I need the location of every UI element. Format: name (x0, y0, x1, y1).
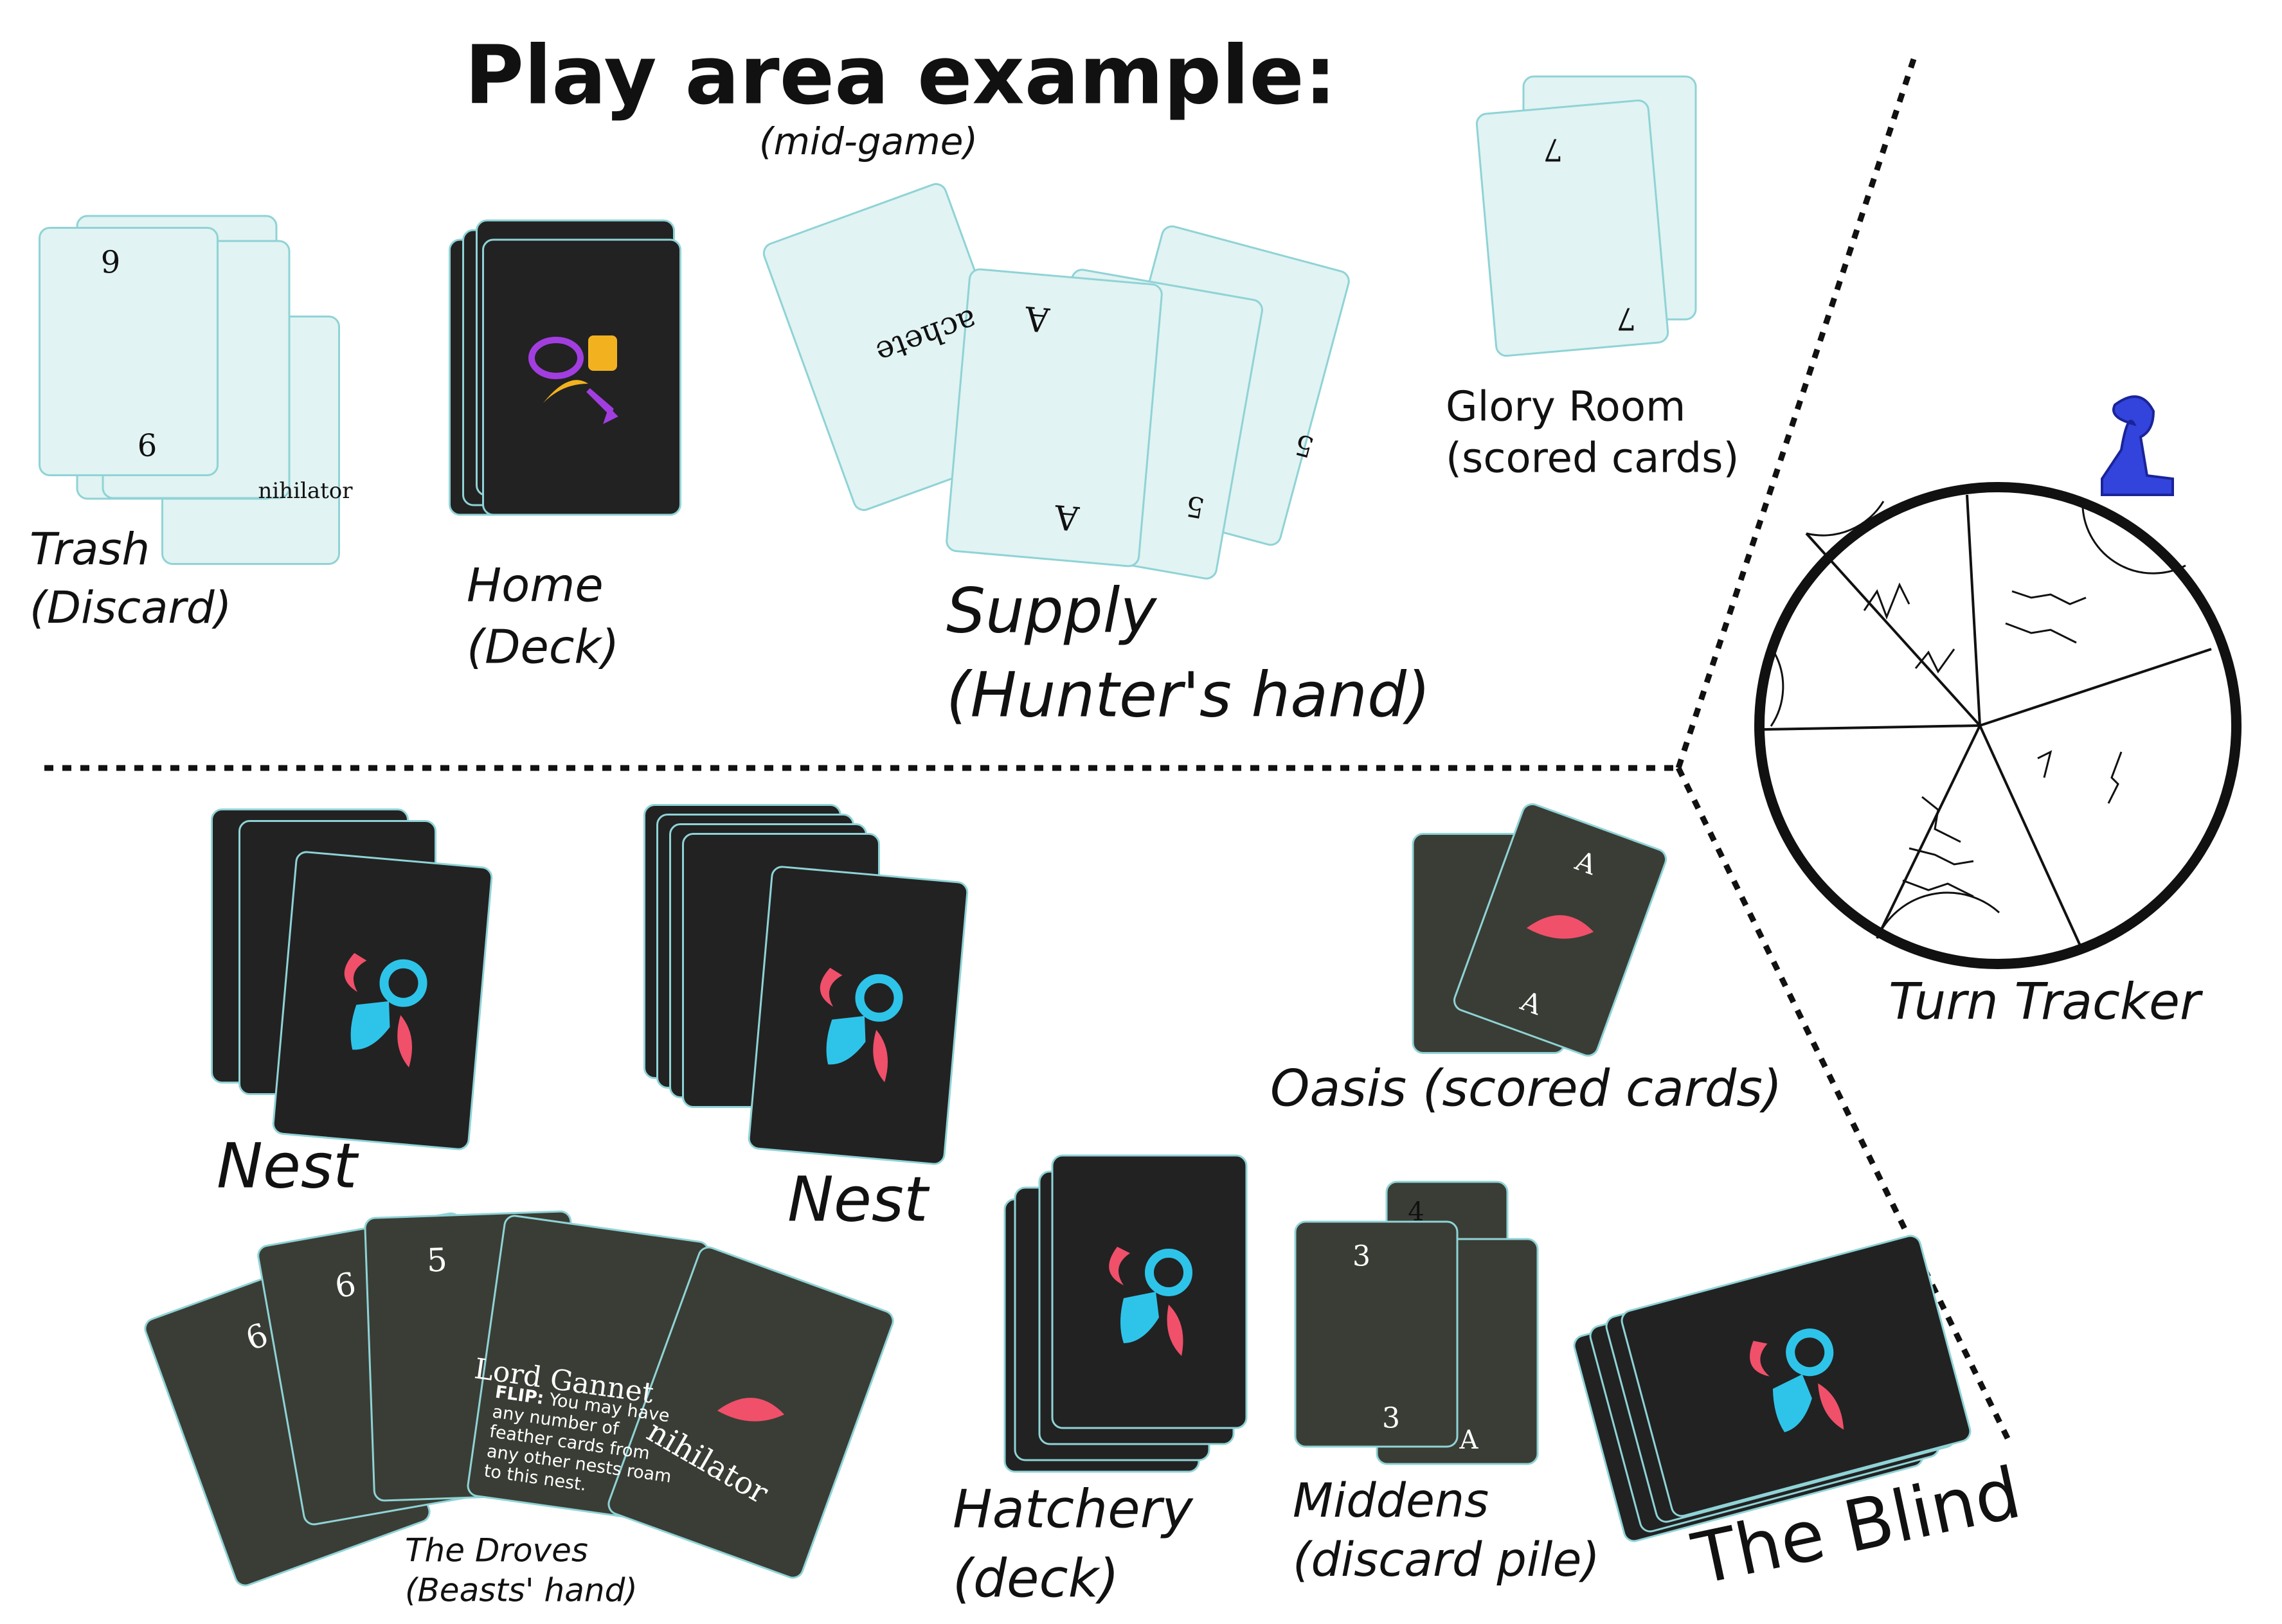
card (1621, 1235, 1972, 1517)
card-text: 9 (101, 245, 121, 281)
tracker-spoke (1805, 532, 1981, 727)
card-face (1621, 1235, 1972, 1517)
card-face (272, 851, 493, 1150)
card-text: 3 (1352, 1240, 1370, 1273)
card (39, 227, 219, 476)
tracker-scribble (1863, 582, 1955, 674)
zone-label: (Deck) (467, 620, 619, 674)
icon (586, 388, 618, 424)
zone-label: Glory Room (1446, 384, 1685, 431)
card-face (748, 866, 969, 1165)
card (1051, 1154, 1248, 1429)
card-text: 5 (426, 1241, 448, 1279)
zone-label: Supply (946, 575, 1157, 647)
tracker-scribble (1902, 796, 1974, 898)
icon (397, 1015, 412, 1067)
zone-label: (Beasts' hand) (405, 1572, 638, 1609)
zone-label: (Discard) (30, 582, 231, 634)
card-text: A (1052, 497, 1081, 537)
icon (1818, 1383, 1844, 1430)
zone-label: (Hunter's hand) (946, 659, 1430, 731)
tracker-arc (1876, 891, 2000, 939)
zone-label: (discard pile) (1293, 1533, 1600, 1587)
icon (528, 337, 584, 379)
card (607, 1246, 894, 1579)
pawn (2101, 395, 2174, 496)
icon (543, 380, 588, 403)
tracker-spoke (1979, 725, 2084, 952)
subtitle: (mid-game) (759, 120, 978, 163)
cards (39, 75, 1972, 1587)
zone-label: Oasis (scored cards) (1270, 1060, 1782, 1118)
tracker-scribble (2037, 750, 2123, 804)
card-face (946, 268, 1163, 567)
icon (717, 1398, 785, 1422)
card-text: 9 (138, 426, 157, 462)
icon (1526, 915, 1594, 939)
icon (1120, 1292, 1159, 1343)
icon (344, 952, 367, 992)
tracker-spoke (1979, 648, 2212, 727)
title: Play area example: (465, 28, 1336, 123)
icon (1145, 1249, 1192, 1296)
icon (855, 974, 903, 1022)
zone-label: The Droves (405, 1532, 588, 1569)
tracker-ring (1754, 482, 2242, 969)
zone-label: Turn Tracker (1889, 973, 2204, 1031)
card-face (1051, 1154, 1248, 1429)
zone-label: Hatchery (953, 1479, 1194, 1540)
tracker-spoke (1966, 494, 1981, 726)
tracker-scribble (2005, 590, 2087, 644)
card-text: A (1459, 1425, 1479, 1455)
icon (1786, 1328, 1834, 1377)
icon (820, 967, 843, 1007)
card (272, 851, 493, 1150)
card-face (39, 227, 219, 476)
icon (1750, 1341, 1770, 1377)
card-text: 4 (1408, 1197, 1424, 1227)
card-text: 7 (1543, 132, 1563, 168)
card-face (482, 238, 681, 516)
tracker-arc (1806, 501, 1885, 537)
zone-label: (scored cards) (1446, 435, 1739, 483)
icon (1167, 1305, 1183, 1356)
zone-label: Nest (787, 1163, 930, 1235)
icon (350, 1001, 390, 1050)
dividers (44, 58, 2013, 1443)
card-face (1475, 99, 1669, 357)
card (482, 238, 681, 516)
turn-tracker (1754, 395, 2242, 969)
card (1475, 99, 1669, 357)
icon (1772, 1374, 1812, 1432)
card-text: 7 (1617, 301, 1637, 337)
flip-body: You may have any number of feather cards… (482, 1389, 673, 1495)
tracker-spoke (1763, 724, 1981, 731)
tracker-spoke (1876, 725, 1981, 939)
tracker-arc (2081, 507, 2186, 575)
tracker-arc (1770, 652, 1784, 727)
card-text: A (1023, 298, 1052, 339)
card (946, 268, 1163, 567)
icon (379, 959, 427, 1007)
zone-label: (deck) (953, 1548, 1119, 1609)
card (1453, 803, 1667, 1057)
card-face (1294, 1220, 1459, 1448)
zone-label: Home (467, 558, 604, 612)
zone-label: Nest (217, 1130, 359, 1202)
card-text: nihilator (258, 478, 353, 504)
zone-label: Trash (30, 524, 150, 575)
icon (826, 1015, 866, 1065)
card (748, 866, 969, 1165)
divider-line (1675, 58, 1917, 769)
icon (873, 1030, 888, 1082)
card (1294, 1220, 1459, 1448)
zone-label: Middens (1293, 1474, 1489, 1528)
icon (588, 335, 617, 371)
icon (1109, 1247, 1130, 1285)
card-text: 3 (1382, 1402, 1400, 1435)
